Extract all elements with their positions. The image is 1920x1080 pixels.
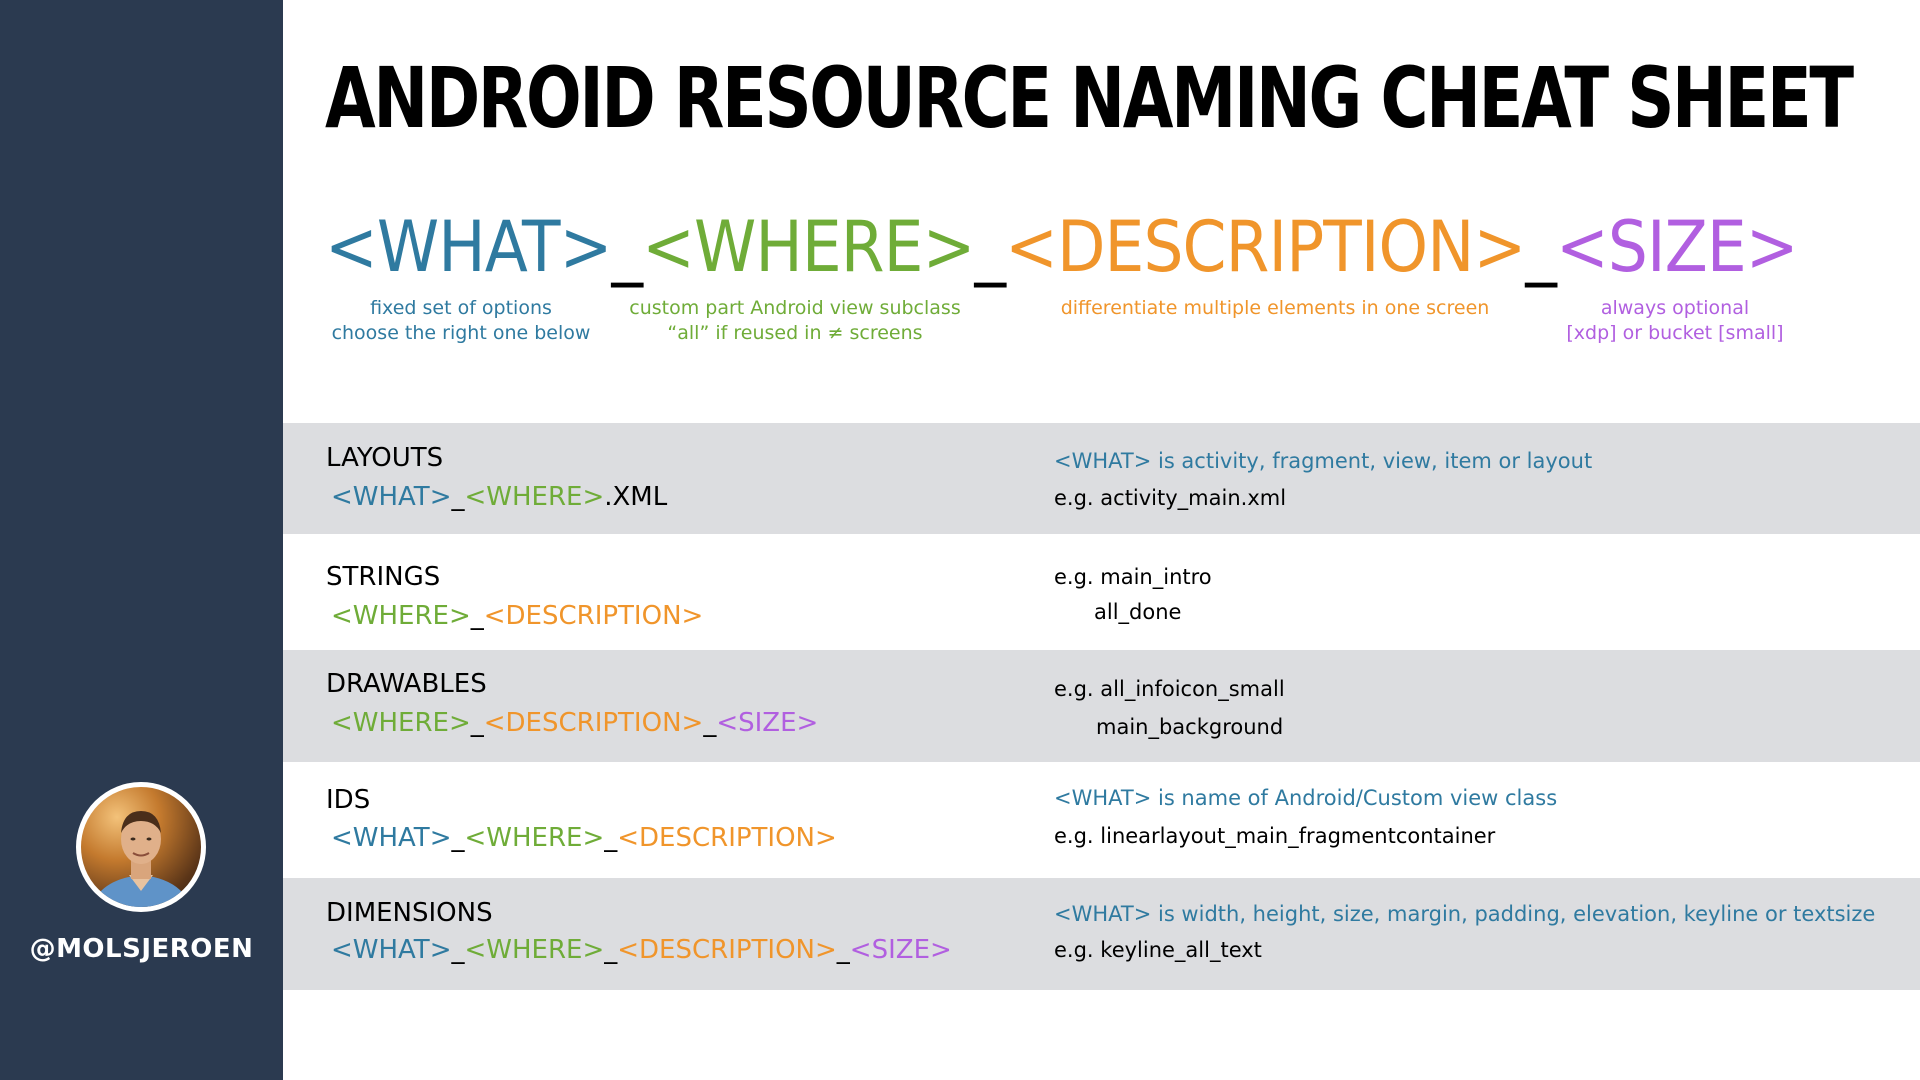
formula-where: <WHERE> — [642, 206, 975, 288]
caption-size: always optional [xdp] or bucket [small] — [1555, 296, 1795, 346]
row-example: e.g. main_intro — [1054, 565, 1212, 589]
formula-size: <SIZE> — [1555, 206, 1799, 288]
caption-size-line: always optional — [1600, 297, 1750, 319]
pattern-separator: _ — [604, 935, 618, 965]
row-pattern: <WHAT>_<WHERE>_<DESCRIPTION> — [331, 823, 837, 853]
pattern-separator: _ — [836, 935, 850, 965]
row-pattern: <WHERE>_<DESCRIPTION>_<SIZE> — [331, 708, 818, 738]
pattern-separator: _ — [451, 935, 465, 965]
row-example: e.g. linearlayout_main_fragmentcontainer — [1054, 824, 1496, 848]
row-pattern: <WHAT>_<WHERE>_<DESCRIPTION>_<SIZE> — [331, 935, 952, 965]
pattern-description: <DESCRIPTION> — [483, 601, 704, 631]
pattern-separator: _ — [470, 708, 484, 738]
naming-formula: <WHAT>_<WHERE>_<DESCRIPTION>_<SIZE> — [325, 212, 1799, 282]
caption-description-line: differentiate multiple elements in one s… — [1060, 297, 1490, 319]
pattern-what: <WHAT> — [331, 482, 452, 512]
pattern-size: <SIZE> — [849, 935, 952, 965]
pattern-what: <WHAT> — [331, 935, 452, 965]
row-example-2: main_background — [1096, 715, 1284, 739]
row-title: DIMENSIONS — [326, 898, 493, 928]
caption-what: fixed set of options choose the right on… — [330, 296, 592, 346]
row-note: <WHAT> is width, height, size, margin, p… — [1054, 902, 1876, 926]
pattern-what: <WHAT> — [331, 823, 452, 853]
pattern-where: <WHERE> — [464, 482, 605, 512]
pattern-where: <WHERE> — [464, 823, 605, 853]
caption-size-line: [xdp] or bucket [small] — [1566, 322, 1784, 344]
row-title: IDS — [326, 785, 371, 815]
row-note: <WHAT> is activity, fragment, view, item… — [1054, 449, 1593, 473]
formula-separator: _ — [974, 206, 1006, 288]
pattern-separator: _ — [451, 482, 465, 512]
avatar — [76, 782, 206, 912]
row-example: e.g. keyline_all_text — [1054, 938, 1262, 962]
caption-what-line: fixed set of options — [370, 297, 552, 319]
caption-where-line: custom part Android view subclass — [629, 297, 961, 319]
twitter-handle: @MOLSJEROEN — [29, 934, 254, 964]
person-photo-icon — [91, 811, 191, 907]
caption-what-line: choose the right one below — [331, 322, 591, 344]
row-strings: STRINGS <WHERE>_<DESCRIPTION> e.g. main_… — [283, 534, 1920, 650]
row-ids: IDS <WHAT>_<WHERE>_<DESCRIPTION> <WHAT> … — [283, 762, 1920, 878]
row-drawables: DRAWABLES <WHERE>_<DESCRIPTION>_<SIZE> e… — [283, 650, 1920, 762]
pattern-description: <DESCRIPTION> — [617, 935, 837, 965]
row-note: <WHAT> is name of Android/Custom view cl… — [1054, 786, 1558, 810]
pattern-description: <DESCRIPTION> — [483, 708, 704, 738]
formula-separator: _ — [611, 206, 643, 288]
formula-description: <DESCRIPTION> — [1005, 206, 1526, 288]
row-title: LAYOUTS — [326, 443, 444, 473]
pattern-separator: _ — [451, 823, 465, 853]
caption-description: differentiate multiple elements in one s… — [1040, 296, 1510, 321]
formula-separator: _ — [1525, 206, 1556, 288]
page-title: ANDROID RESOURCE NAMING CHEAT SHEET — [325, 49, 1854, 147]
pattern-size: <SIZE> — [716, 708, 819, 738]
pattern-separator: _ — [604, 823, 618, 853]
caption-where-line: “all” if reused in ≠ screens — [667, 322, 923, 344]
sidebar: @MOLSJEROEN — [0, 0, 283, 1080]
row-title: DRAWABLES — [326, 669, 487, 699]
row-pattern: <WHAT>_<WHERE>.XML — [331, 482, 667, 512]
pattern-separator: _ — [470, 601, 484, 631]
row-dimensions: DIMENSIONS <WHAT>_<WHERE>_<DESCRIPTION>_… — [283, 878, 1920, 990]
row-example: e.g. activity_main.xml — [1054, 486, 1287, 510]
caption-where: custom part Android view subclass “all” … — [620, 296, 970, 346]
row-pattern: <WHERE>_<DESCRIPTION> — [331, 601, 703, 631]
pattern-where: <WHERE> — [331, 601, 471, 631]
pattern-extension: .XML — [604, 482, 668, 512]
row-title: STRINGS — [326, 562, 441, 592]
row-example: e.g. all_infoicon_small — [1054, 677, 1285, 701]
row-layouts: LAYOUTS <WHAT>_<WHERE>.XML <WHAT> is act… — [283, 423, 1920, 534]
pattern-where: <WHERE> — [331, 708, 471, 738]
pattern-description: <DESCRIPTION> — [617, 823, 837, 853]
pattern-where: <WHERE> — [464, 935, 605, 965]
formula-what: <WHAT> — [325, 206, 612, 288]
pattern-separator: _ — [703, 708, 717, 738]
row-example-2: all_done — [1094, 600, 1182, 624]
